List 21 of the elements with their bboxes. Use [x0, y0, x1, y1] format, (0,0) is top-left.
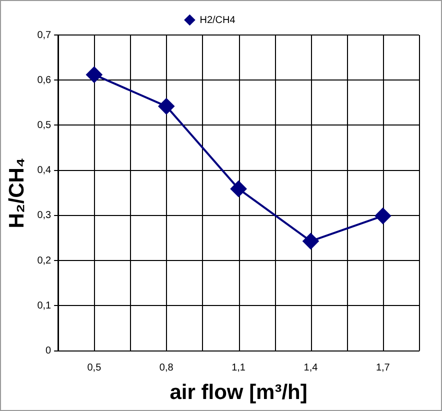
point: [230, 180, 247, 197]
point: [86, 66, 102, 83]
y-axis-title: H₂/CH₄: [5, 158, 28, 228]
y-tick-label: 0,4: [37, 165, 52, 176]
x-tick-label: 1,1: [232, 362, 246, 374]
y-tick-label: 0,3: [37, 210, 52, 222]
y-tick-label: 0,5: [37, 120, 52, 131]
point: [302, 233, 319, 250]
legend-label: H2/CH4: [200, 14, 236, 26]
y-tick-label: 0,1: [37, 300, 52, 312]
x-axis-title: air flow [m³/h]: [170, 381, 308, 404]
y-tick-label: 0,7: [37, 30, 52, 41]
x-tick-label: 0,5: [87, 362, 102, 374]
y-tick-label: 0: [46, 346, 52, 357]
x-tick-label: 1,4: [304, 362, 318, 374]
y-tick-label: 0,2: [37, 255, 52, 266]
y-tick-label: 0,6: [37, 74, 52, 86]
point: [158, 98, 174, 114]
x-tick-label: 1,7: [376, 362, 390, 374]
point: [374, 208, 391, 224]
x-tick-label: 0,8: [159, 362, 174, 374]
